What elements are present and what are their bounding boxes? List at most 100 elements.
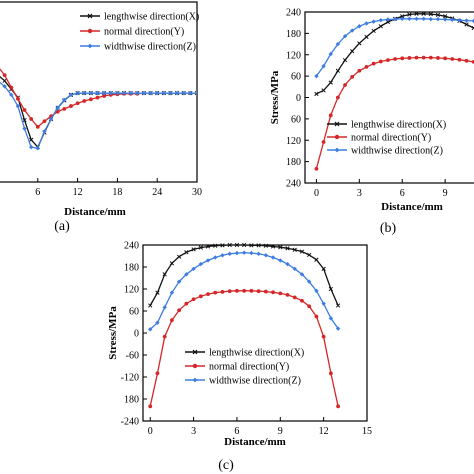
data-point-x bbox=[270, 244, 276, 249]
data-point-y bbox=[148, 404, 153, 409]
data-point-y bbox=[393, 57, 397, 61]
data-point-x bbox=[292, 247, 297, 252]
data-point-y bbox=[102, 94, 107, 98]
panel-label: (b) bbox=[380, 221, 397, 236]
y-tick-label: -60 bbox=[126, 351, 139, 362]
data-point-z bbox=[174, 90, 180, 96]
data-point-y bbox=[292, 295, 297, 300]
data-point-y bbox=[177, 308, 182, 313]
x-tick-label: 12 bbox=[73, 187, 83, 198]
data-point-z bbox=[88, 90, 94, 96]
data-point-x bbox=[414, 11, 419, 16]
data-point-y bbox=[278, 291, 283, 296]
data-point-y bbox=[471, 59, 474, 64]
data-point-x bbox=[191, 247, 196, 252]
data-point-z bbox=[95, 90, 100, 96]
legend-marker-y bbox=[334, 134, 340, 140]
data-point-z bbox=[321, 63, 326, 69]
data-point-y bbox=[88, 97, 93, 102]
data-point-z bbox=[194, 90, 197, 96]
y-tick-label: 0 bbox=[296, 93, 301, 104]
x-tick-label: 9 bbox=[278, 426, 283, 437]
data-point-z bbox=[299, 272, 305, 277]
data-point-y bbox=[371, 61, 376, 66]
x-tick-label: 12 bbox=[319, 426, 329, 437]
x-tick-label: 0 bbox=[314, 188, 319, 199]
data-point-y bbox=[336, 404, 340, 409]
data-point-z bbox=[335, 326, 341, 331]
x-tick-label: 6 bbox=[234, 426, 239, 437]
data-point-x bbox=[155, 290, 160, 295]
x-tick-label: 3 bbox=[357, 188, 362, 199]
data-point-z bbox=[442, 17, 448, 22]
data-point-x bbox=[364, 34, 369, 40]
data-point-z bbox=[414, 16, 419, 21]
series-line-y bbox=[0, 68, 138, 128]
y-tick-label: 60 bbox=[129, 307, 139, 318]
data-point-x bbox=[342, 57, 348, 63]
data-point-z bbox=[378, 17, 383, 23]
legend-marker-x bbox=[334, 121, 340, 127]
y-tick-label: 60 bbox=[291, 114, 301, 125]
data-point-z bbox=[82, 90, 87, 96]
data-point-z bbox=[357, 24, 362, 29]
legend-marker-z bbox=[192, 377, 198, 383]
data-point-x bbox=[428, 11, 433, 17]
data-point-y bbox=[242, 288, 247, 293]
data-point-x bbox=[162, 272, 167, 277]
data-point-z bbox=[55, 105, 60, 110]
data-point-x bbox=[314, 257, 319, 262]
data-point-z bbox=[421, 16, 426, 21]
data-point-y bbox=[227, 289, 232, 294]
data-point-z bbox=[321, 301, 326, 306]
data-point-y bbox=[421, 55, 426, 60]
series-line-x bbox=[316, 13, 474, 95]
x-tick-label: 0 bbox=[148, 426, 153, 437]
data-point-z bbox=[464, 18, 469, 23]
data-point-y bbox=[450, 57, 455, 61]
data-point-y bbox=[314, 166, 319, 171]
data-point-z bbox=[428, 16, 434, 22]
y-tick-label: 240 bbox=[286, 8, 301, 19]
data-point-z bbox=[471, 18, 474, 24]
data-point-y bbox=[16, 96, 20, 101]
data-point-z bbox=[115, 90, 120, 96]
data-point-z bbox=[2, 84, 7, 89]
data-point-x bbox=[2, 78, 7, 83]
data-point-x bbox=[435, 12, 441, 18]
data-point-x bbox=[321, 88, 326, 93]
data-point-z bbox=[101, 90, 107, 96]
data-point-x bbox=[194, 90, 197, 96]
data-point-z bbox=[435, 16, 441, 22]
data-point-y bbox=[271, 290, 275, 295]
legend-label-x: lengthwise direction(X) bbox=[351, 120, 446, 131]
data-point-z bbox=[141, 90, 147, 96]
y-tick-label: 180 bbox=[286, 29, 301, 40]
data-point-x bbox=[400, 14, 405, 19]
data-point-z bbox=[328, 316, 334, 321]
data-point-z bbox=[155, 320, 160, 325]
data-point-y bbox=[191, 297, 196, 302]
data-point-x bbox=[421, 11, 426, 16]
x-axis-label: Distance/mm bbox=[64, 206, 126, 218]
data-point-y bbox=[364, 64, 369, 69]
chart-panel-a: 6 12 18 24 30 Distance/mm lengthwise direction… bbox=[0, 1, 202, 234]
data-point-z bbox=[450, 17, 455, 23]
data-point-z bbox=[278, 258, 283, 263]
data-point-y bbox=[357, 68, 362, 73]
data-point-y bbox=[300, 298, 304, 303]
data-point-x bbox=[335, 303, 341, 308]
data-point-x bbox=[378, 24, 383, 29]
plot-frame bbox=[142, 244, 368, 422]
x-tick-label: 9 bbox=[443, 188, 448, 199]
data-point-z bbox=[191, 266, 196, 272]
data-point-y bbox=[249, 288, 254, 293]
legend-label-z: widthwise direction(Z) bbox=[351, 146, 443, 157]
data-point-z bbox=[188, 90, 193, 96]
chart-panel-b: 0 3 6 9 240 180 120 60 0 60 120 180 240 Distance/mm St… bbox=[269, 8, 474, 236]
x-tick-label: 6 bbox=[400, 188, 405, 199]
data-point-z bbox=[328, 51, 333, 57]
x-tick-label: 3 bbox=[191, 426, 196, 437]
data-point-z bbox=[220, 253, 225, 258]
